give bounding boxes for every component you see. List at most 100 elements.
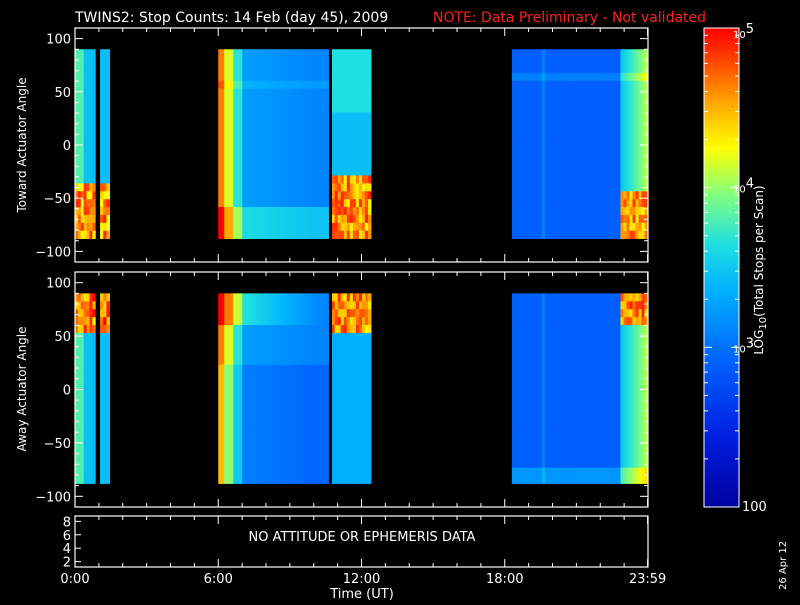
away-heat-cell [341,460,344,468]
toward-heat-cell [617,128,620,136]
toward-heat-cell [323,191,326,199]
away-heat-cell [323,476,326,484]
toward-heat-cell [527,183,530,191]
away-heat-cell [87,420,90,428]
toward-heat-cell [332,175,335,183]
toward-heat-cell [84,199,87,207]
away-heat-cell [347,333,350,341]
toward-heat-cell [308,168,311,176]
away-heat-cell [254,452,257,460]
away-heat-cell [320,381,323,389]
toward-heat-cell [296,81,299,89]
toward-heat-cell [512,97,515,105]
toward-heat-cell [100,160,104,168]
away-heat-cell [320,444,323,452]
away-heat-cell [521,381,524,389]
away-heat-cell [314,293,317,301]
toward-heat-cell [626,65,629,73]
away-heat-cell [260,341,263,349]
toward-heat-cell [314,120,317,128]
away-heat-cell [630,341,633,349]
away-heat-cell [103,373,107,381]
toward-heat-cell [587,175,590,183]
away-heat-cell [275,388,278,396]
toward-heat-cell [248,152,251,160]
toward-heat-cell [587,128,590,136]
away-heat-cell [633,428,636,436]
away-heat-cell [281,293,284,301]
away-heat-cell [242,468,245,476]
toward-heat-cell [614,104,617,112]
toward-heat-cell [353,199,356,207]
toward-heat-cell [260,136,263,144]
toward-heat-cell [599,207,602,215]
away-heat-cell [323,452,326,460]
away-heat-cell [320,309,323,317]
toward-heat-cell [551,223,554,231]
toward-heat-cell [260,168,263,176]
toward-heat-cell [221,49,224,57]
toward-heat-cell [560,215,563,223]
toward-heat-cell [626,207,629,215]
away-heat-cell [248,349,251,357]
away-heat-cell [563,317,566,325]
away-heat-cell [305,381,308,389]
toward-heat-cell [362,168,365,176]
toward-heat-cell [296,144,299,152]
away-heat-cell [251,436,254,444]
away-heat-cell [227,436,230,444]
away-heat-cell [248,444,251,452]
toward-heat-cell [233,97,236,105]
away-heat-cell [608,333,611,341]
away-heat-cell [617,396,620,404]
toward-heat-cell [353,152,356,160]
toward-heat-cell [317,128,320,136]
away-heat-cell [239,301,242,309]
toward-heat-cell [569,223,572,231]
away-heat-cell [103,468,107,476]
away-heat-cell [320,460,323,468]
toward-heat-cell [311,199,314,207]
away-heat-cell [636,436,639,444]
toward-heat-cell [103,128,107,136]
toward-heat-cell [611,199,614,207]
toward-heat-cell [281,199,284,207]
toward-heat-cell [272,120,275,128]
away-heat-cell [575,301,578,309]
away-heat-cell [518,412,521,420]
toward-heat-cell [554,128,557,136]
toward-heat-cell [566,81,569,89]
away-heat-cell [572,309,575,317]
toward-heat-cell [599,104,602,112]
away-heat-cell [299,325,302,333]
away-heat-cell [608,301,611,309]
away-heat-cell [633,341,636,349]
toward-heat-cell [575,223,578,231]
away-heat-cell [106,333,110,341]
toward-heat-cell [332,168,335,176]
toward-heat-cell [251,112,254,120]
toward-heat-cell [578,207,581,215]
away-heat-cell [530,373,533,381]
away-heat-cell [224,325,227,333]
away-heat-cell [545,444,548,452]
toward-heat-cell [281,104,284,112]
toward-heat-cell [584,97,587,105]
toward-heat-cell [630,144,633,152]
toward-heat-cell [368,191,371,199]
away-heat-cell [617,420,620,428]
toward-heat-cell [233,81,236,89]
away-heat-cell [100,388,104,396]
away-heat-cell [92,476,95,484]
away-heat-cell [221,325,224,333]
toward-heat-cell [356,175,359,183]
away-heat-cell [554,341,557,349]
away-heat-cell [317,365,320,373]
toward-heat-cell [365,152,368,160]
toward-heat-cell [527,223,530,231]
toward-heat-cell [296,191,299,199]
toward-heat-cell [338,160,341,168]
toward-heat-cell [218,144,221,152]
away-heat-cell [341,428,344,436]
toward-heat-cell [581,97,584,105]
